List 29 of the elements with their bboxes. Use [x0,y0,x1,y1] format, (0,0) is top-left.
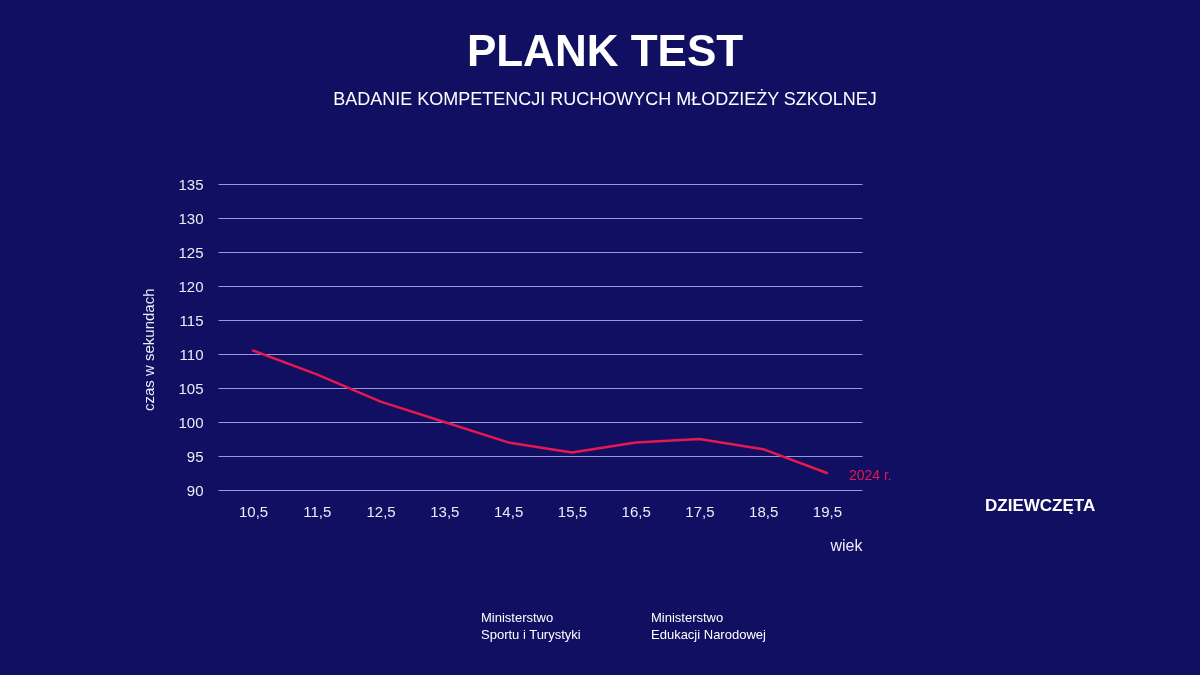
y-axis-title: czas w sekundach [139,288,157,412]
x-tick-label: 17,5 [685,502,715,520]
y-tick-label: 115 [179,311,204,329]
y-tick-label: 120 [178,277,204,295]
x-tick-label: 18,5 [749,502,779,520]
y-tick-label: 135 [178,175,204,193]
line-series [251,349,829,475]
x-tick-label: 19,5 [812,502,843,520]
x-tick-label: 13,5 [430,502,460,520]
chart-title: PLANK TEST [466,26,744,75]
chart-subtitle: BADANIE KOMPETENCJI RUCHOWYCH MŁODZIEŻY SZKOLNEJ [333,89,877,109]
y-tick-label: 110 [179,345,204,363]
x-tick-label: 16,5 [621,502,651,520]
x-tick-label: 14,5 [494,502,524,520]
x-tick-label: 15,5 [557,502,587,520]
x-axis-title: wiek [829,536,864,554]
y-tick-label: 105 [178,379,204,397]
x-tick-label: 12,5 [366,502,396,520]
text: Ministerstwo Edukacji Narodowej [651,610,766,642]
series-label: 2024 r. [848,467,892,483]
y-tick-label: 100 [178,413,204,431]
text: DZIEWCZĘTA [985,496,1096,515]
y-tick-label: 125 [178,243,204,261]
y-tick-label: 130 [178,209,204,227]
y-tick-label: 90 [186,481,204,499]
x-tick-label: 11,5 [303,502,332,520]
text: Ministerstwo Sportu i Turystyki [481,610,581,642]
y-tick-label: 95 [186,447,204,465]
x-tick-label: 10,5 [238,502,269,520]
